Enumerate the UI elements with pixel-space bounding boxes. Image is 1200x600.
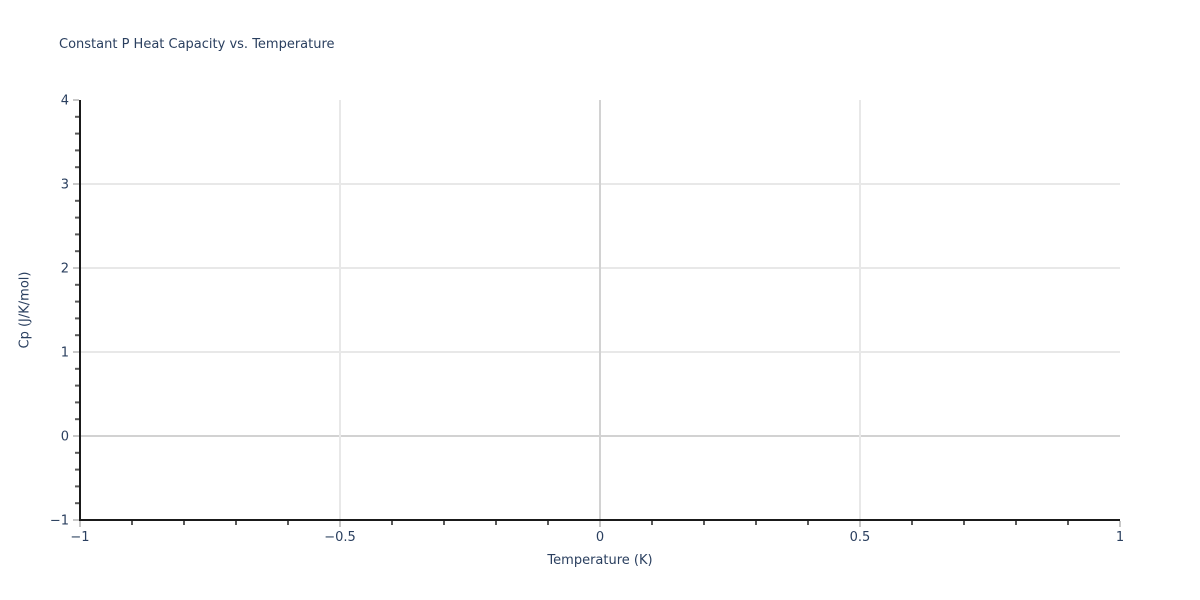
x-tick-label: 0.5 — [850, 530, 871, 545]
y-tick-label: 0 — [61, 430, 69, 445]
x-tick-label: 0 — [596, 530, 604, 545]
x-tick-label: −0.5 — [324, 530, 356, 545]
y-tick-label: 3 — [61, 178, 69, 193]
y-tick-label: −1 — [50, 514, 69, 529]
y-tick-label: 2 — [61, 262, 69, 277]
chart-title: Constant P Heat Capacity vs. Temperature — [59, 37, 335, 52]
x-tick-label: 1 — [1116, 530, 1124, 545]
y-tick-label: 1 — [61, 346, 69, 361]
y-tick-label: 4 — [61, 94, 69, 109]
x-axis-title: Temperature (K) — [547, 553, 653, 568]
x-tick-label: −1 — [70, 530, 89, 545]
